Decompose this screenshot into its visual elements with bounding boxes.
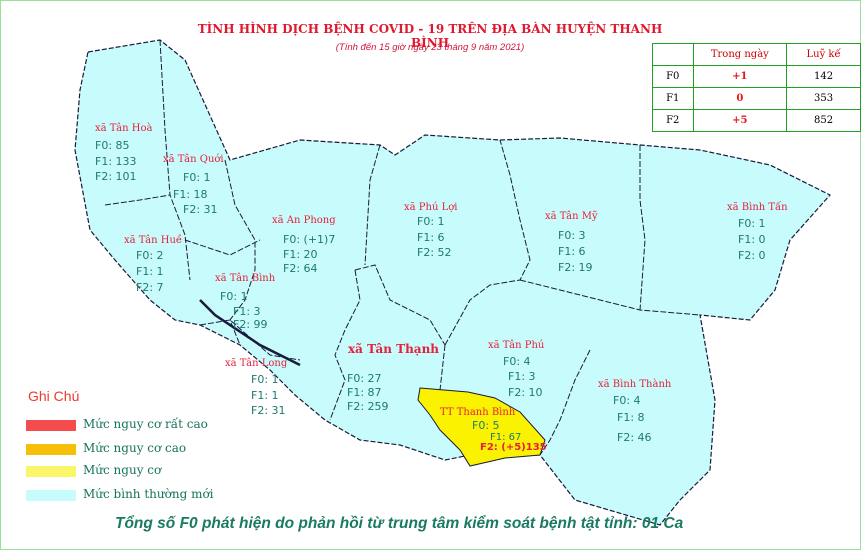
commune-name-tan-long: xã Tân Long	[225, 358, 288, 369]
cumulative-value: 353	[786, 87, 861, 110]
row-label: F1	[652, 87, 694, 110]
district-area	[74, 39, 831, 526]
commune-name-tan-phu: xã Tân Phú	[488, 340, 545, 351]
legend-title: Ghi Chú	[28, 388, 80, 404]
commune-f1: F1: 0	[738, 233, 766, 246]
table-header-cumulative: Luỹ kế	[786, 43, 861, 66]
commune-f0: F0: 5	[472, 419, 500, 432]
legend-label: Mức nguy cơ	[83, 463, 162, 477]
commune-f0: F0: 4	[613, 394, 641, 407]
table-row: F1 0 353	[652, 87, 861, 110]
commune-f0: F0: 85	[95, 139, 130, 152]
legend-label: Mức nguy cơ rất cao	[83, 417, 208, 431]
cumulative-value: 142	[786, 65, 861, 88]
commune-name-tan-hoa: xã Tân Hoà	[95, 123, 153, 134]
commune-f2: F2: 101	[95, 170, 137, 183]
row-label: F2	[652, 109, 694, 132]
commune-f2: F2: 10	[508, 386, 543, 399]
commune-f1: F1: 6	[558, 245, 586, 258]
legend-swatch-new-normal	[26, 490, 76, 501]
commune-name-tan-my: xã Tân Mỹ	[545, 211, 598, 222]
commune-f1: F1: 8	[617, 411, 645, 424]
commune-name-tan-quoi: xã Tân Quới	[163, 154, 224, 165]
cumulative-value: 852	[786, 109, 861, 132]
commune-f0: F0: 1	[738, 217, 766, 230]
legend-swatch-high-risk	[26, 444, 76, 455]
commune-f1: F1: 87	[347, 386, 382, 399]
commune-f0: F0: 27	[347, 372, 382, 385]
commune-f2: F2: 99	[233, 318, 268, 331]
commune-f1: F1: 3	[233, 305, 261, 318]
commune-f2: F2: 31	[251, 404, 286, 417]
map-subtitle: (Tính đến 15 giờ ngày 23 tháng 9 năm 202…	[335, 42, 525, 53]
table-row: F0 +1 142	[652, 65, 861, 88]
tt-thanh-binh-area	[417, 387, 546, 467]
commune-f1: F1: 3	[508, 370, 536, 383]
commune-f2: F2: 19	[558, 261, 593, 274]
table-row: F2 +5 852	[652, 109, 861, 132]
table-corner	[652, 43, 694, 66]
commune-f2: F2: 0	[738, 249, 766, 262]
commune-name-binh-tan: xã Bình Tấn	[727, 202, 788, 213]
commune-f2: F2: 46	[617, 431, 652, 444]
commune-name-tt-thanh-binh: TT Thanh Bình	[440, 407, 516, 418]
commune-name-an-phong: xã An Phong	[272, 215, 336, 226]
footer-note: Tổng số F0 phát hiện do phản hồi từ trun…	[115, 515, 684, 532]
commune-f1: F1: 67	[490, 432, 522, 443]
commune-f1: F1: 18	[173, 188, 208, 201]
commune-f1: F1: 6	[417, 231, 445, 244]
commune-f1: F1: 20	[283, 248, 318, 261]
commune-f0: F0: 1	[251, 373, 279, 386]
commune-f0: F0: 1	[183, 171, 211, 184]
legend-label: Mức bình thường mới	[83, 487, 214, 501]
commune-f0: F0: 1	[220, 290, 248, 303]
table-header-row: Trong ngày Luỹ kế	[652, 43, 861, 66]
legend-label: Mức nguy cơ cao	[83, 441, 187, 455]
commune-f1: F1: 1	[136, 265, 164, 278]
commune-name-phu-loi: xã Phú Lợi	[404, 202, 458, 213]
commune-f1: F1: 133	[95, 155, 137, 168]
today-value: 0	[692, 87, 788, 110]
commune-name-tan-thanh: xã Tân Thạnh	[348, 342, 440, 356]
commune-f2: F2: 64	[283, 262, 318, 275]
commune-f2: F2: 7	[136, 281, 164, 294]
commune-f0: F0: 2	[136, 249, 164, 262]
table-header-today: Trong ngày	[692, 43, 788, 66]
commune-f0: F0: 3	[558, 229, 586, 242]
legend-swatch-risk	[26, 466, 76, 477]
commune-name-tan-binh: xã Tân Bình	[215, 273, 276, 284]
commune-f2: F2: (+5)135	[480, 442, 547, 453]
commune-name-binh-thanh: xã Bình Thành	[598, 379, 672, 390]
commune-f2: F2: 52	[417, 246, 452, 259]
legend-swatch-very-high-risk	[26, 420, 76, 431]
today-value: +5	[692, 109, 788, 132]
commune-f2: F2: 31	[183, 203, 218, 216]
today-value: +1	[692, 65, 788, 88]
commune-f0: F0: 1	[417, 215, 445, 228]
commune-name-tan-hue: xã Tân Huề	[124, 235, 183, 246]
map-title: TÌNH HÌNH DỊCH BỆNH COVID - 19 TRÊN ĐỊA …	[197, 22, 663, 50]
commune-f2: F2: 259	[347, 400, 389, 413]
summary-table: Trong ngày Luỹ kế F0 +1 142 F1 0 353 F2 …	[652, 43, 861, 132]
row-label: F0	[652, 65, 694, 88]
commune-f0: F0: 4	[503, 355, 531, 368]
commune-f1: F1: 1	[251, 389, 279, 402]
commune-f0: F0: (+1)7	[283, 233, 336, 246]
